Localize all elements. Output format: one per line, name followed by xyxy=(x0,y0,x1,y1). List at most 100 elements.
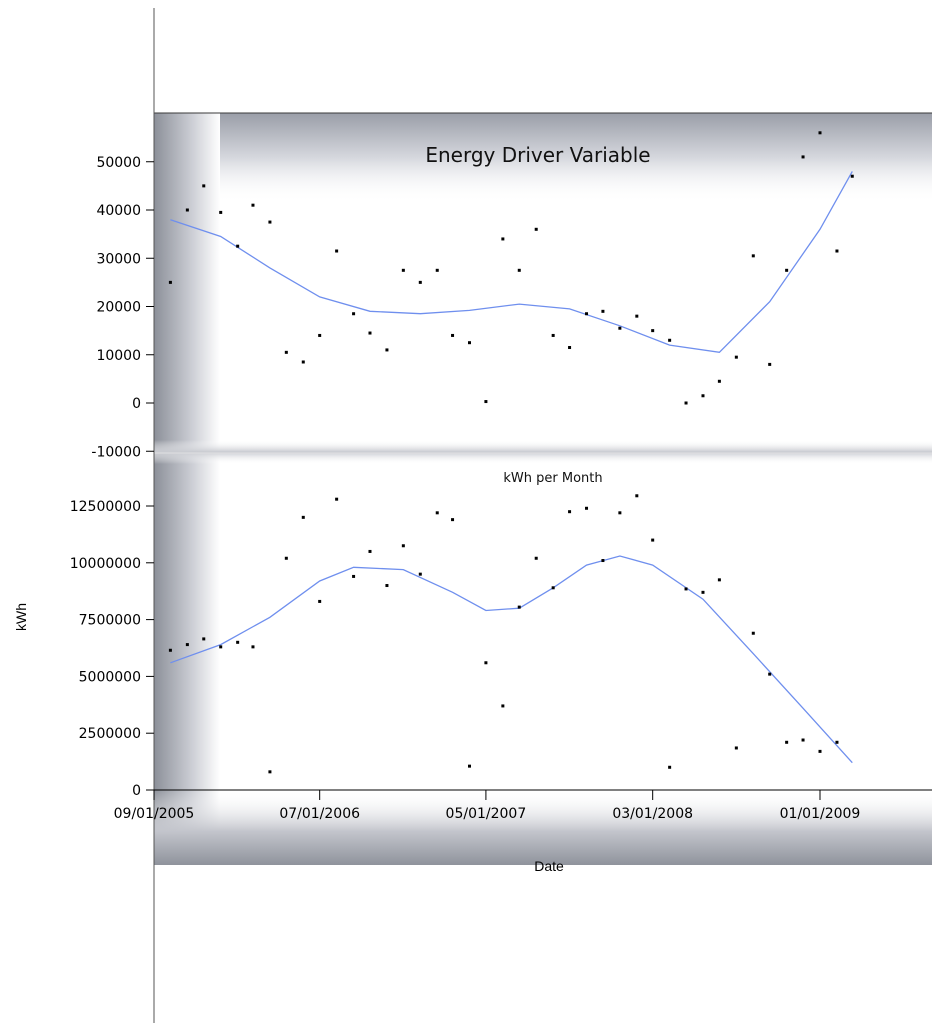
bottom-data-point xyxy=(668,766,671,769)
top-data-point xyxy=(436,269,439,272)
top-y-tick-label: 20000 xyxy=(96,300,141,316)
top-data-point xyxy=(385,348,388,351)
bottom-data-point xyxy=(436,511,439,514)
bottom-y-tick-label: 0 xyxy=(132,783,141,799)
bottom-data-point xyxy=(518,606,521,609)
bottom-data-point xyxy=(701,591,704,594)
x-tick-label: 07/01/2006 xyxy=(279,806,360,822)
bottom-data-point xyxy=(186,643,189,646)
bottom-data-point xyxy=(451,518,454,521)
top-y-tick-label: 10000 xyxy=(96,348,141,364)
top-data-point xyxy=(651,329,654,332)
top-data-point xyxy=(419,281,422,284)
bottom-data-point xyxy=(685,587,688,590)
bottom-data-point xyxy=(251,645,254,648)
bottom-data-point xyxy=(835,741,838,744)
top-data-point xyxy=(735,356,738,359)
top-data-point xyxy=(251,204,254,207)
bottom-fit-line xyxy=(170,556,852,763)
bottom-y-tick-label: 12500000 xyxy=(70,499,141,515)
middle-shadow xyxy=(154,440,932,464)
bottom-y-tick-label: 7500000 xyxy=(79,613,141,629)
bottom-data-point xyxy=(552,586,555,589)
bottom-data-point xyxy=(335,498,338,501)
top-data-point xyxy=(568,346,571,349)
bottom-data-point xyxy=(419,573,422,576)
bottom-data-point xyxy=(385,584,388,587)
top-data-point xyxy=(219,211,222,214)
top-data-point xyxy=(169,281,172,284)
bottom-data-point xyxy=(402,544,405,547)
bottom-data-point xyxy=(484,661,487,664)
bottom-data-point xyxy=(169,649,172,652)
bottom-chart-title: kWh per Month xyxy=(503,471,602,486)
left-shadow xyxy=(154,113,220,853)
bottom-y-ticks: 12500000 10000000 7500000 5000000 2500000 0 xyxy=(70,499,154,799)
top-data-point xyxy=(768,363,771,366)
top-data-point xyxy=(635,315,638,318)
top-data-point xyxy=(585,312,588,315)
top-data-point xyxy=(802,155,805,158)
bottom-data-point xyxy=(219,645,222,648)
bottom-data-point xyxy=(718,578,721,581)
bottom-data-point xyxy=(785,741,788,744)
bottom-data-point xyxy=(635,494,638,497)
bottom-data-point xyxy=(352,575,355,578)
top-data-point xyxy=(352,312,355,315)
bottom-data-point xyxy=(735,746,738,749)
top-data-point xyxy=(268,221,271,224)
top-data-point xyxy=(318,334,321,337)
bottom-y-tick-label: 5000000 xyxy=(79,669,141,685)
top-data-point xyxy=(752,254,755,257)
bottom-data-point xyxy=(268,770,271,773)
top-y-tick-label: 40000 xyxy=(96,203,141,219)
bottom-data-point xyxy=(802,739,805,742)
top-data-point xyxy=(668,339,671,342)
top-y-tick-label: -10000 xyxy=(91,444,141,460)
y-axis-label: kWh xyxy=(13,603,29,631)
panel-backgrounds xyxy=(154,113,932,865)
x-tick-label: 05/01/2007 xyxy=(446,806,527,822)
top-data-point xyxy=(701,394,704,397)
top-y-tick-label: 50000 xyxy=(96,155,141,171)
bottom-data-point xyxy=(752,632,755,635)
top-data-point xyxy=(451,334,454,337)
top-data-point xyxy=(601,310,604,313)
bottom-data-point xyxy=(302,516,305,519)
top-data-point xyxy=(186,209,189,212)
top-data-point xyxy=(236,245,239,248)
bottom-data-point xyxy=(236,641,239,644)
x-tick-label: 03/01/2008 xyxy=(612,806,693,822)
top-data-point xyxy=(202,184,205,187)
bottom-trend-line xyxy=(170,556,852,763)
top-data-point xyxy=(835,250,838,253)
bottom-scatter-points xyxy=(169,494,839,773)
bottom-data-point xyxy=(318,600,321,603)
top-data-point xyxy=(851,175,854,178)
top-data-point xyxy=(552,334,555,337)
top-data-point xyxy=(285,351,288,354)
bottom-data-point xyxy=(601,559,604,562)
bottom-data-point xyxy=(285,557,288,560)
top-data-point xyxy=(402,269,405,272)
top-data-point xyxy=(785,269,788,272)
top-data-point xyxy=(618,327,621,330)
top-data-point xyxy=(718,380,721,383)
bottom-data-point xyxy=(368,550,371,553)
bottom-data-point xyxy=(585,507,588,510)
top-y-tick-label: 30000 xyxy=(96,251,141,267)
bottom-shadow xyxy=(154,790,932,865)
top-data-point xyxy=(819,131,822,134)
bottom-data-point xyxy=(568,510,571,513)
bottom-data-point xyxy=(468,765,471,768)
bottom-data-point xyxy=(618,511,621,514)
bottom-y-tick-label: 2500000 xyxy=(79,726,141,742)
top-chart-title: Energy Driver Variable xyxy=(425,143,650,167)
bottom-data-point xyxy=(535,557,538,560)
top-data-point xyxy=(368,332,371,335)
top-data-point xyxy=(518,269,521,272)
bottom-data-point xyxy=(819,750,822,753)
top-data-point xyxy=(468,341,471,344)
top-y-tick-label: 0 xyxy=(132,396,141,412)
